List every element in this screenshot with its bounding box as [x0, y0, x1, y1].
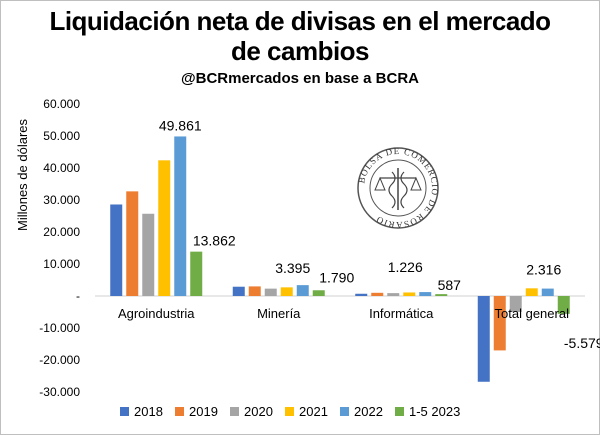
data-label: 1.226 [388, 259, 423, 275]
data-labels-group: 49.861 13.862 3.395 1.790 1.226 587 2.316 -5.57… [159, 117, 600, 350]
legend-swatch [175, 407, 184, 416]
legend-swatch [285, 407, 294, 416]
y-axis-tick-labels: 60.000 50.000 40.000 30.000 20.000 10.000 - -10… [39, 97, 80, 399]
y-tick-label: 40.000 [43, 161, 80, 175]
category-label: Agroindustria [118, 306, 195, 321]
bar-agroindustria-2019 [126, 191, 139, 296]
y-tick-label: -20.000 [39, 353, 80, 367]
bar-agroindustria-2018 [110, 204, 123, 296]
bar-total-general-2022 [541, 288, 554, 296]
legend-swatch [395, 407, 404, 416]
data-label: 2.316 [526, 262, 561, 278]
data-label: 1.790 [319, 269, 354, 285]
bar-agroindustria-1-5-2023 [190, 251, 203, 296]
chart-legend: 2018 2019 2020 2021 2022 1-5 2023 [120, 404, 460, 419]
bars-group [110, 136, 570, 382]
legend-label: 2019 [189, 404, 218, 419]
bar-minería-2022 [296, 285, 309, 296]
bar-total-general-2021 [525, 288, 538, 296]
bar-total-general-2018 [477, 296, 490, 382]
legend-swatch [120, 407, 129, 416]
bar-total-general-1-5-2023 [557, 296, 570, 314]
bar-total-general-2020 [509, 296, 522, 312]
bar-minería-2020 [264, 288, 277, 296]
chart-title-line2: de cambios [230, 36, 370, 66]
bar-informática-2022 [419, 292, 432, 296]
y-tick-label: 50.000 [43, 129, 80, 143]
bar-minería-2018 [232, 286, 245, 296]
data-label: 49.861 [159, 117, 202, 133]
legend-label: 2022 [354, 404, 383, 419]
legend-label: 2021 [299, 404, 328, 419]
bcr-seal-logo: BOLSA DE COMERCIO DE ROSARIO [356, 146, 439, 230]
y-tick-label: -30.000 [39, 385, 80, 399]
category-label: Informática [369, 306, 434, 321]
y-tick-label: - [76, 289, 80, 303]
legend-label: 1-5 2023 [409, 404, 460, 419]
bar-agroindustria-2022 [174, 136, 187, 296]
bar-minería-2019 [248, 286, 261, 296]
bar-informática-2018 [355, 293, 368, 296]
bar-agroindustria-2021 [158, 160, 171, 296]
legend-swatch [230, 407, 239, 416]
chart-title-line1: Liquidación neta de divisas en el mercad… [49, 6, 551, 36]
data-label: 3.395 [275, 260, 310, 276]
category-labels: Agroindustria Minería Informática Total gen… [118, 306, 569, 321]
data-label: 587 [438, 277, 462, 293]
legend-swatch [340, 407, 349, 416]
chart-title: Liquidación neta de divisas en el mercad… [0, 6, 600, 66]
data-label: -5.579 [564, 335, 600, 351]
y-tick-label: -10.000 [39, 321, 80, 335]
legend-label: 2020 [244, 404, 273, 419]
category-label: Total general [495, 306, 570, 321]
bar-minería-1-5-2023 [312, 290, 325, 296]
bar-informática-2019 [371, 292, 384, 296]
y-tick-label: 20.000 [43, 225, 80, 239]
bar-informática-2021 [403, 292, 416, 296]
category-label: Minería [257, 306, 301, 321]
bar-minería-2021 [280, 287, 293, 296]
y-axis-label: Millones de dólares [15, 119, 30, 232]
chart-subtitle: @BCRmercados en base a BCRA [180, 70, 420, 87]
bar-informática-1-5-2023 [435, 294, 448, 296]
y-tick-label: 60.000 [43, 97, 80, 111]
y-tick-label: 30.000 [43, 193, 80, 207]
legend-label: 2018 [134, 404, 163, 419]
y-tick-label: 10.000 [43, 257, 80, 271]
bar-agroindustria-2020 [142, 213, 155, 296]
data-label: 13.862 [193, 233, 236, 249]
bar-total-general-2019 [493, 296, 506, 351]
bar-informática-2020 [387, 293, 400, 296]
